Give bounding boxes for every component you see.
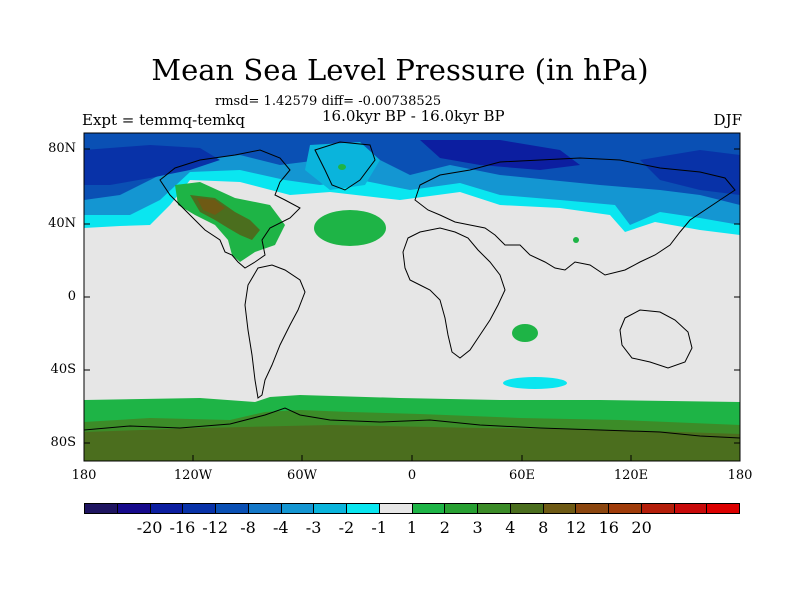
lon-label-0: 0 [407, 468, 417, 483]
south-indian-high [512, 324, 538, 342]
antarctica-core [84, 425, 740, 461]
arctic-green-spot [338, 164, 346, 170]
season-label: DJF [713, 111, 742, 129]
chart-title: Mean Sea Level Pressure (in hPa) [151, 53, 649, 87]
lat-label-80n: 80N [48, 141, 76, 156]
eurasia-coast [414, 157, 736, 276]
legend-swatch [281, 504, 315, 513]
legend-label: 3 [472, 518, 483, 537]
legend-label: 4 [505, 518, 516, 537]
legend-swatch [576, 504, 609, 513]
legend-swatch [445, 504, 478, 513]
period-text: 16.0kyr BP - 16.0kyr BP [322, 107, 505, 125]
legend-label: -12 [202, 518, 229, 537]
asia-green-spot [573, 237, 579, 243]
legend-label: -4 [273, 518, 289, 537]
lon-label-60w: 60W [287, 468, 317, 483]
north-pacific-core [84, 145, 220, 185]
legend-swatch [314, 504, 347, 513]
experiment-label: Expt = temmq-temkq [82, 111, 245, 129]
legend-label: -1 [371, 518, 387, 537]
legend-label: 20 [631, 518, 652, 537]
north-america-high-inner [197, 198, 225, 215]
lat-label-80s: 80S [50, 435, 76, 450]
legend-label: -16 [169, 518, 196, 537]
north-atlantic-high [314, 210, 386, 246]
legend-label: 8 [538, 518, 549, 537]
color-legend [84, 503, 740, 514]
north-pacific-core-east [640, 150, 740, 195]
legend-swatch [510, 504, 544, 513]
lat-label-40n: 40N [48, 216, 76, 231]
legend-swatch [609, 504, 642, 513]
legend-swatch [248, 504, 282, 513]
lat-label-40s: 40S [50, 362, 76, 377]
legend-swatch [85, 504, 118, 513]
antarctica-coast [84, 407, 740, 439]
arctic-core [420, 140, 580, 170]
south-america-coast [244, 264, 306, 399]
lon-label-120e: 120E [613, 468, 649, 483]
legend-label: -2 [338, 518, 355, 537]
legend-label: -8 [240, 518, 256, 537]
legend-swatch [674, 504, 708, 513]
legend-label: 1 [406, 518, 418, 537]
legend-label: 16 [598, 518, 619, 537]
legend-swatch [543, 504, 577, 513]
africa-coast [402, 227, 506, 359]
greenland-coast [314, 141, 376, 191]
legend-swatch [183, 504, 216, 513]
legend-label: 2 [439, 518, 450, 537]
legend-label: -3 [305, 518, 322, 537]
lon-label-180w: 180 [71, 468, 97, 483]
legend-swatch [478, 504, 511, 513]
legend-swatch [641, 504, 675, 513]
lon-label-180e: 180 [727, 468, 753, 483]
legend-swatch [412, 504, 446, 513]
lon-label-60e: 60E [508, 468, 536, 483]
north-band-blue [84, 133, 740, 205]
australia-coast [619, 309, 693, 369]
legend-swatch [707, 504, 739, 513]
lat-label-0: 0 [67, 289, 76, 304]
southern-indian-low [503, 377, 567, 389]
legend-swatch [347, 504, 380, 513]
legend-swatch [379, 504, 413, 513]
legend-swatch [150, 504, 184, 513]
coastlines [84, 141, 740, 439]
legend-label: -20 [136, 518, 163, 537]
axis-ticks [84, 148, 740, 461]
legend-label: 12 [565, 518, 587, 537]
legend-swatch [216, 504, 249, 513]
lon-label-120w: 120W [173, 468, 213, 483]
legend-swatch [117, 504, 151, 513]
north-america-coast [159, 149, 301, 269]
stats-text: rmsd= 1.42579 diff= -0.00738525 [215, 94, 442, 109]
